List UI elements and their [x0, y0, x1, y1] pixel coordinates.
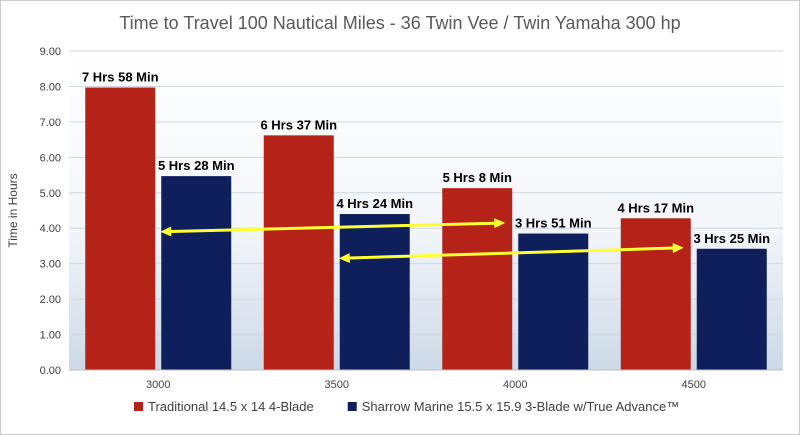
legend-label: Sharrow Marine 15.5 x 15.9 3-Blade w/Tru… [362, 399, 679, 414]
double-arrow [338, 243, 684, 264]
data-label: 7 Hrs 58 Min [82, 70, 159, 85]
data-label: 3 Hrs 51 Min [515, 216, 592, 231]
legend: Traditional 14.5 x 14 4-Blade Sharrow Mar… [134, 399, 679, 414]
bar [263, 135, 334, 370]
x-tick-label: 4500 [682, 379, 706, 391]
data-label: 5 Hrs 28 Min [158, 158, 235, 173]
y-tick-label: 2.00 [40, 294, 61, 306]
data-label: 6 Hrs 37 Min [260, 117, 337, 132]
y-tick-label: 6.00 [40, 152, 61, 164]
y-axis-label: Time in Hours [6, 173, 20, 247]
bar [620, 218, 691, 370]
arrow-head [494, 218, 506, 229]
data-label: 4 Hrs 24 Min [336, 196, 413, 211]
legend-label: Traditional 14.5 x 14 4-Blade [148, 399, 314, 414]
y-tick-label: 7.00 [40, 117, 61, 129]
y-tick-label: 5.00 [40, 188, 61, 200]
y-axis-ticks: 0.00 1.00 2.00 3.00 4.00 5.00 6.00 7.00 8.00 9.00 [40, 46, 61, 377]
data-label: 4 Hrs 17 Min [617, 200, 694, 215]
arrow-head [160, 226, 172, 237]
bar [339, 214, 410, 370]
legend-item: Traditional 14.5 x 14 4-Blade [134, 399, 314, 414]
y-tick-label: 8.00 [40, 81, 61, 93]
bar [85, 87, 156, 370]
bar [161, 176, 232, 370]
x-axis-ticks: 3000 3500 4000 4500 [146, 379, 706, 391]
double-arrow [160, 218, 506, 237]
legend-item: Sharrow Marine 15.5 x 15.9 3-Blade w/Tru… [347, 399, 679, 414]
bars [85, 87, 767, 370]
data-label: 5 Hrs 8 Min [443, 170, 512, 185]
bar [518, 233, 589, 370]
bar [696, 248, 767, 370]
bar [442, 188, 513, 370]
chart-title: Time to Travel 100 Nautical Miles - 36 T… [119, 13, 680, 33]
legend-swatch [134, 402, 143, 411]
y-tick-label: 9.00 [40, 46, 61, 58]
comparison-arrows [160, 218, 684, 264]
legend-swatch [347, 402, 357, 411]
data-label: 3 Hrs 25 Min [693, 231, 770, 246]
arrow-head [338, 253, 350, 264]
arrow-shaft [348, 246, 675, 260]
y-tick-label: 3.00 [40, 259, 61, 271]
data-labels: 7 Hrs 58 Min 6 Hrs 37 Min 5 Hrs 8 Min 4 Hrs… [82, 70, 770, 246]
x-tick-label: 3000 [146, 379, 170, 391]
arrow-head [672, 243, 684, 254]
x-tick-label: 3500 [325, 379, 349, 391]
x-tick-label: 4000 [503, 379, 527, 391]
y-tick-label: 4.00 [40, 223, 61, 235]
arrow-shaft [169, 221, 496, 233]
y-tick-label: 0.00 [40, 365, 61, 377]
y-tick-label: 1.00 [40, 330, 61, 342]
